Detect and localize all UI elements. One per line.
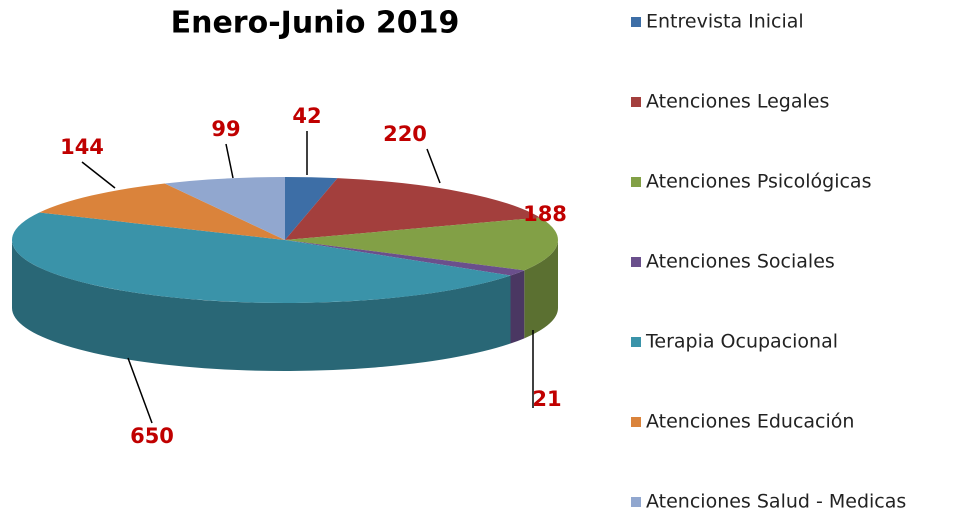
legend-swatch: [631, 257, 641, 267]
legend-label: Atenciones Salud - Medicas: [646, 491, 906, 510]
legend-swatch: [631, 17, 641, 27]
chart-title: Enero-Junio 2019: [171, 6, 460, 41]
leader-line: [426, 148, 441, 184]
legend-label: Entrevista Inicial: [646, 11, 804, 33]
data-label: 220: [383, 122, 427, 146]
data-label: 188: [523, 202, 567, 226]
data-label: 42: [292, 104, 321, 128]
legend-swatch: [631, 97, 641, 107]
slice-side: [510, 270, 525, 344]
data-label: 650: [130, 424, 174, 448]
legend-label: Atenciones Educación: [646, 411, 854, 433]
slice-side: [12, 240, 511, 372]
legend-label: Atenciones Sociales: [646, 251, 835, 273]
leader-line: [225, 143, 234, 179]
legend-swatch: [631, 497, 641, 507]
legend-label: Atenciones Psicológicas: [646, 171, 871, 193]
legend-label: Terapia Ocupacional: [645, 331, 838, 353]
slice: [285, 240, 525, 276]
slice: [285, 177, 338, 240]
slice-side: [524, 240, 558, 339]
slice: [11, 212, 511, 304]
leader-line: [81, 161, 116, 189]
data-label: 99: [211, 117, 240, 141]
legend-swatch: [631, 417, 641, 427]
slice: [164, 177, 285, 240]
legend-swatch: [631, 337, 641, 347]
leader-line: [127, 357, 153, 424]
legend-label: Atenciones Legales: [646, 91, 829, 113]
slice: [39, 183, 285, 240]
legend-swatch: [631, 177, 641, 187]
slice: [285, 178, 541, 240]
slice: [285, 217, 558, 271]
data-label: 144: [60, 135, 104, 159]
data-label: 21: [532, 387, 561, 411]
